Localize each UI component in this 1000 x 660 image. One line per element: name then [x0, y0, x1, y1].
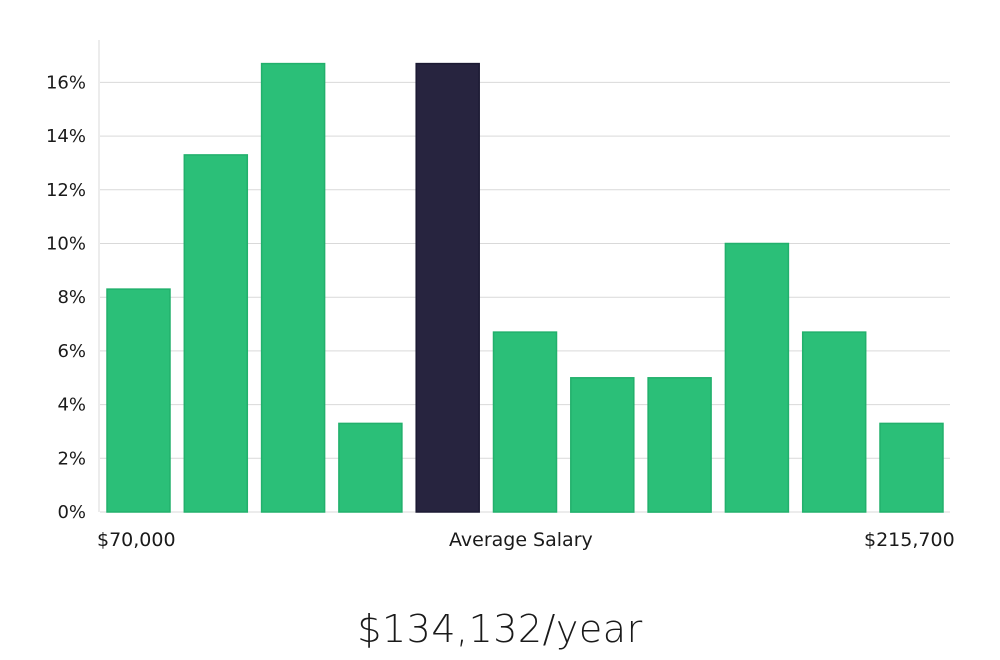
y-tick-label: 0%	[57, 502, 86, 523]
y-tick-label: 4%	[57, 395, 86, 416]
y-tick-label: 6%	[57, 341, 86, 362]
salary-histogram: 0% 2% 4% 6% 8% 10% 12% 14% 16%	[46, 40, 950, 523]
bar	[183, 154, 249, 513]
bar	[724, 242, 790, 513]
y-tick-label: 10%	[46, 234, 86, 255]
bar	[801, 331, 867, 513]
y-tick-label: 14%	[46, 126, 86, 147]
x-axis-max-label: $215,700	[864, 529, 955, 551]
bar	[338, 422, 403, 513]
bar	[570, 377, 635, 513]
x-axis-min-label: $70,000	[97, 529, 176, 551]
y-tick-label: 12%	[46, 180, 86, 201]
bar-highlighted	[415, 62, 480, 513]
bar	[260, 62, 326, 513]
y-tick-labels: 0% 2% 4% 6% 8% 10% 12% 14% 16%	[46, 72, 86, 523]
bar	[879, 422, 944, 513]
x-axis-title: Average Salary	[449, 529, 593, 551]
bar	[647, 377, 712, 513]
bar	[106, 288, 171, 513]
y-tick-label: 16%	[46, 72, 86, 93]
y-tick-label: 8%	[57, 287, 86, 308]
bars	[106, 62, 944, 513]
average-salary-figure: $134,132/year	[357, 607, 643, 651]
bar	[492, 331, 558, 513]
y-tick-label: 2%	[57, 448, 86, 469]
